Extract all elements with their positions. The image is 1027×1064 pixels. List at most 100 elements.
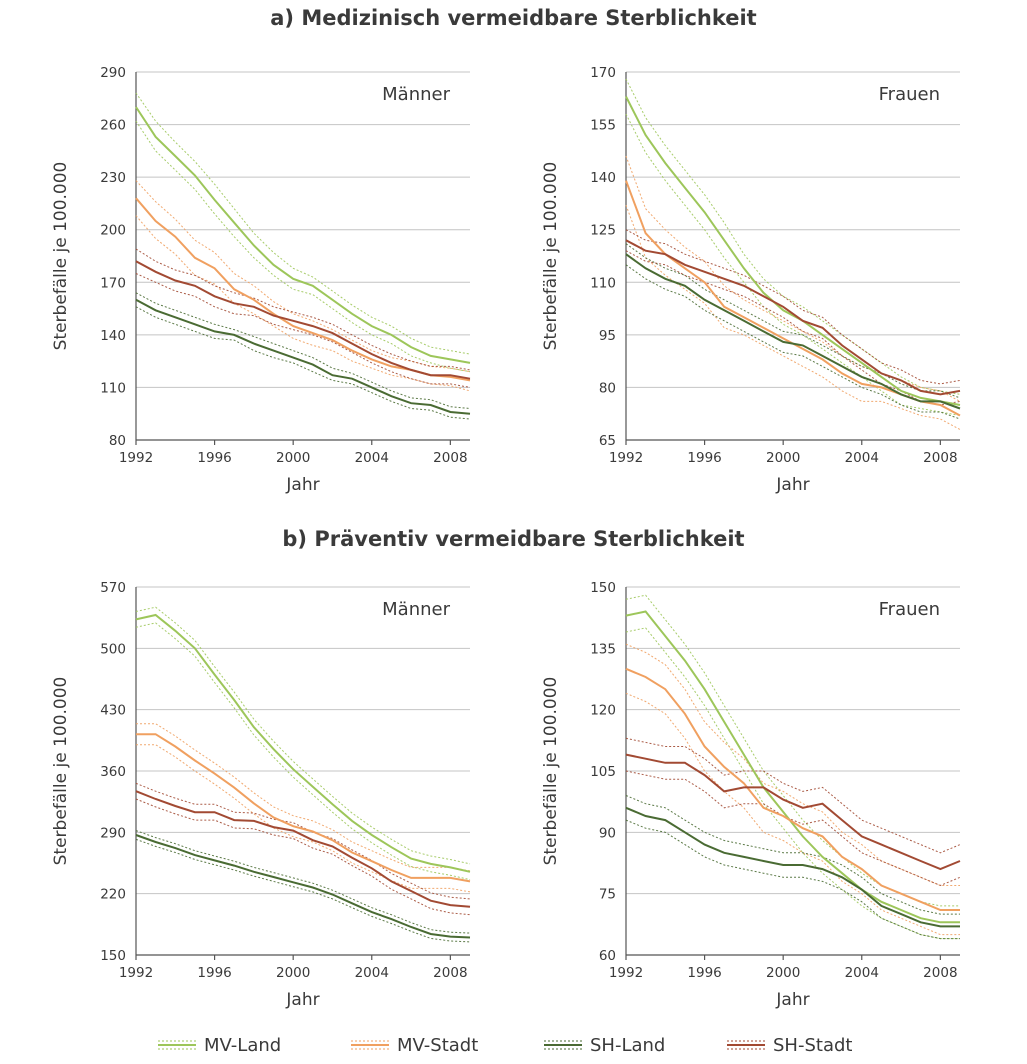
- series-sh-land-ci-upper: [625, 795, 960, 915]
- series-line-mv-land: [625, 610, 960, 924]
- legend: MV-Land MV-Stadt SH-Land SH-Stadt: [0, 1031, 1027, 1059]
- series-line-sh-land: [135, 834, 471, 939]
- panel-label: Frauen: [879, 84, 940, 105]
- x-tick-label: 2004: [845, 965, 879, 981]
- y-tick-label: 120: [590, 703, 616, 719]
- y-tick-label: 570: [100, 580, 126, 596]
- y-tick-label: 80: [599, 380, 616, 396]
- series-line-mv-land: [135, 106, 471, 364]
- x-tick-label: 2004: [845, 450, 879, 466]
- legend-swatch-mv-land: [158, 1040, 196, 1050]
- y-tick-label: 90: [599, 825, 616, 841]
- y-tick-label: 110: [590, 275, 616, 291]
- panel-label: Männer: [382, 599, 450, 620]
- series-line-mv-stadt: [625, 667, 960, 911]
- legend-swatch-sh-land: [544, 1040, 582, 1050]
- legend-item-sh-land: SH-Land: [544, 1031, 665, 1059]
- x-tick-label: 2008: [433, 965, 467, 981]
- series-sh-stadt-ci-lower: [135, 798, 471, 916]
- legend-label-sh-land: SH-Land: [590, 1034, 666, 1056]
- series-mv-stadt-ci-lower: [625, 205, 961, 430]
- x-tick-label: 2004: [355, 450, 389, 466]
- y-axis-label: Sterbefälle je 100.000: [51, 162, 71, 351]
- y-tick-label: 260: [100, 118, 126, 134]
- series-line-sh-stadt: [135, 260, 471, 380]
- y-tick-label: 170: [100, 275, 126, 291]
- y-tick-label: 125: [590, 223, 616, 239]
- legend-label-mv-land: MV-Land: [204, 1034, 282, 1056]
- x-tick-label: 1992: [609, 965, 643, 981]
- x-axis-label: Jahr: [775, 475, 809, 495]
- series-mv-stadt-ci-upper: [625, 643, 960, 886]
- series-sh-stadt-ci-upper: [625, 737, 961, 854]
- y-tick-label: 150: [590, 580, 616, 596]
- series-mv-land-ci-upper: [135, 606, 471, 865]
- panel-label: Männer: [382, 84, 450, 105]
- legend-label-mv-stadt: MV-Stadt: [397, 1034, 479, 1056]
- chart-medizinisch-maenner: 80 110 140 170 200 230 260 290 1992 1996 2000 2004 2…: [51, 65, 471, 495]
- series-line-sh-land: [135, 298, 471, 415]
- y-tick-label: 60: [599, 948, 616, 964]
- series-line-sh-stadt: [135, 790, 471, 908]
- x-tick-label: 2000: [766, 450, 800, 466]
- series-line-mv-land: [625, 96, 961, 406]
- x-axis-label: Jahr: [285, 990, 319, 1010]
- y-tick-label: 500: [100, 641, 126, 657]
- series-sh-land-ci-lower: [625, 264, 961, 420]
- legend-item-sh-stadt: SH-Stadt: [727, 1031, 852, 1059]
- x-tick-label: 2008: [923, 965, 957, 981]
- x-tick-label: 2008: [433, 450, 467, 466]
- y-tick-label: 220: [100, 887, 126, 903]
- series-mv-land-ci-upper: [625, 78, 961, 395]
- y-tick-label: 95: [599, 328, 616, 344]
- y-tick-label: 80: [109, 433, 126, 449]
- x-tick-label: 1996: [687, 965, 721, 981]
- legend-swatch-sh-stadt: [727, 1040, 765, 1050]
- y-tick-label: 230: [100, 170, 126, 186]
- x-tick-label: 2004: [355, 965, 389, 981]
- y-tick-label: 290: [100, 65, 126, 81]
- x-tick-label: 1992: [609, 450, 643, 466]
- y-tick-label: 105: [590, 764, 616, 780]
- y-tick-label: 135: [590, 641, 616, 657]
- series-line-mv-land: [135, 613, 471, 873]
- x-tick-label: 1996: [197, 450, 231, 466]
- series-sh-stadt-ci-lower: [625, 250, 961, 406]
- x-tick-label: 1996: [687, 450, 721, 466]
- x-tick-label: 1992: [119, 965, 153, 981]
- y-tick-label: 290: [100, 825, 126, 841]
- series-sh-land-ci-lower: [625, 819, 960, 940]
- section-title-a: a) Medizinisch vermeidbare Sterblichkeit: [270, 6, 757, 30]
- y-tick-label: 200: [100, 223, 126, 239]
- series-line-mv-stadt: [135, 197, 471, 382]
- x-tick-label: 1996: [197, 965, 231, 981]
- series-line-sh-land: [625, 253, 961, 410]
- series-sh-land-ci-upper: [625, 243, 961, 399]
- y-tick-label: 110: [100, 380, 126, 396]
- series-sh-land-ci-upper: [135, 830, 471, 934]
- series-sh-land-ci-upper: [135, 292, 471, 409]
- series-mv-stadt-ci-lower: [136, 744, 471, 893]
- series-mv-stadt-ci-upper: [625, 155, 961, 402]
- panel-label: Frauen: [879, 599, 940, 620]
- y-tick-label: 140: [590, 170, 616, 186]
- y-axis-label: Sterbefälle je 100.000: [541, 162, 561, 351]
- series-sh-stadt-ci-upper: [135, 782, 471, 900]
- series-mv-stadt-ci-upper: [136, 723, 471, 872]
- x-axis-label: Jahr: [285, 475, 319, 495]
- y-tick-label: 360: [100, 764, 126, 780]
- series-mv-land-ci-upper: [135, 92, 471, 355]
- y-axis-label: Sterbefälle je 100.000: [51, 677, 71, 866]
- y-tick-label: 150: [100, 948, 126, 964]
- chart-praeventiv-maenner: 150 220 290 360 430 500 570 1992 1996 2000 2004 200…: [51, 580, 471, 1010]
- series-mv-land-ci-lower: [625, 627, 960, 940]
- series-line-mv-stadt: [136, 733, 471, 883]
- section-title-b: b) Präventiv vermeidbare Sterblichkeit: [282, 527, 745, 551]
- series-sh-land-ci-lower: [135, 306, 471, 420]
- series-line-sh-land: [625, 806, 960, 928]
- y-tick-label: 430: [100, 703, 126, 719]
- series-mv-stadt-ci-lower: [135, 215, 471, 392]
- legend-label-sh-stadt: SH-Stadt: [773, 1034, 853, 1056]
- series-mv-land-ci-lower: [625, 113, 961, 416]
- series-mv-land-ci-upper: [625, 594, 960, 907]
